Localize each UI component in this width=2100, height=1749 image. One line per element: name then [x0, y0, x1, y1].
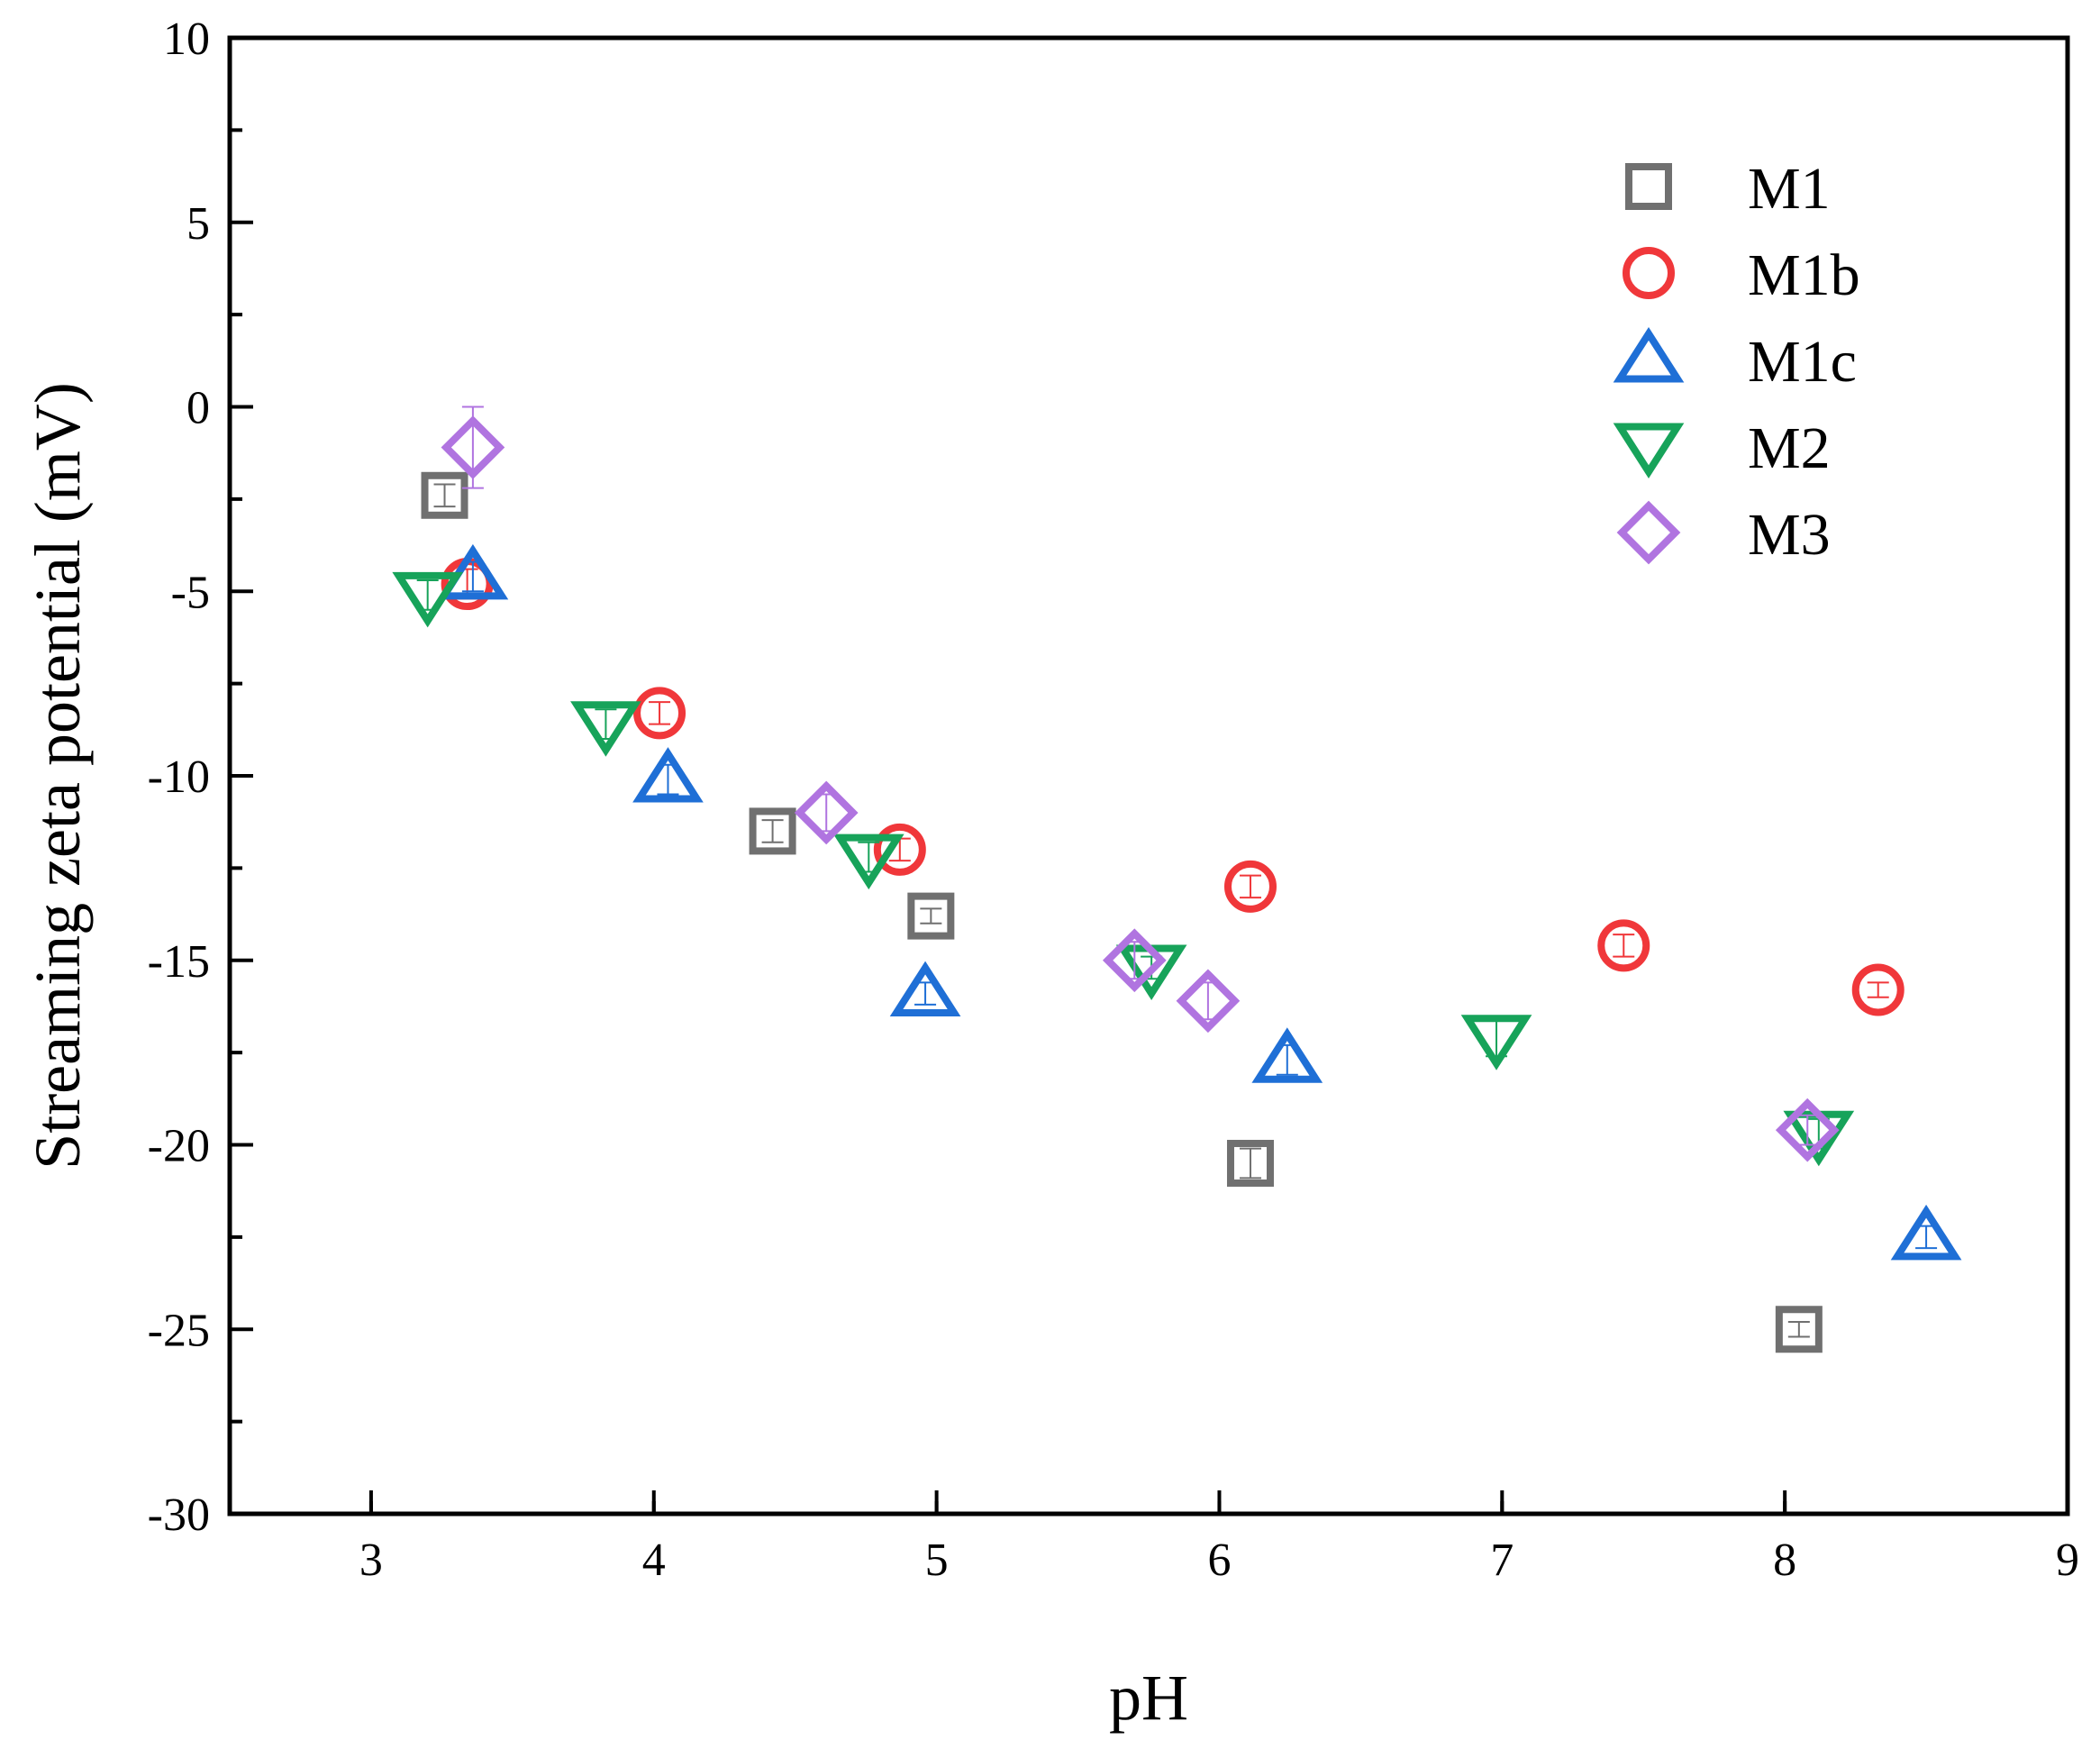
- x-tick-label: 8: [1773, 1535, 1796, 1586]
- point-m3: [794, 780, 859, 845]
- point-m3: [1176, 969, 1241, 1034]
- legend-marker-m2: [1613, 423, 1685, 479]
- axis-ticks: 3 4 5 6 7 8 9 10 5 0 -5 -10 -15 -20 -25 -30: [148, 14, 2079, 1586]
- point-m1: [421, 471, 468, 519]
- plot-frame: [227, 35, 2070, 1517]
- point-m1c: [1251, 1027, 1323, 1083]
- point-m1b: [1851, 963, 1905, 1016]
- x-tick-label: 9: [2056, 1535, 2079, 1586]
- x-tick-label: 7: [1490, 1535, 1514, 1586]
- data-points: [392, 405, 1962, 1353]
- y-tick-label: 0: [186, 383, 210, 434]
- y-tick-label: -20: [148, 1121, 210, 1172]
- point-m1c: [889, 961, 961, 1017]
- legend-label-m1c: M1c: [1748, 329, 1857, 395]
- y-tick-label: 5: [186, 198, 210, 250]
- point-m3: [441, 415, 505, 479]
- y-tick-label: -25: [148, 1305, 210, 1356]
- point-m1b: [1223, 860, 1277, 913]
- x-tick-label: 5: [925, 1535, 949, 1586]
- y-tick-label: -5: [171, 567, 210, 618]
- point-m1: [1226, 1139, 1274, 1187]
- legend-label-m2: M2: [1748, 415, 1831, 481]
- legend-label-m1b: M1b: [1748, 242, 1860, 308]
- point-m1: [749, 807, 796, 855]
- point-m1c: [632, 747, 704, 803]
- point-m2: [1460, 1015, 1532, 1070]
- legend-marker-m1: [1625, 163, 1672, 210]
- series-m3: [441, 405, 1840, 1162]
- x-tick-label: 6: [1207, 1535, 1231, 1586]
- legend: M1 M1b M1c M2 M3: [1613, 156, 1860, 568]
- point-m1: [907, 892, 955, 940]
- legend-marker-m3: [1616, 500, 1681, 565]
- x-tick-label: 4: [642, 1535, 666, 1586]
- legend-label-m1: M1: [1748, 156, 1831, 222]
- series-m1: [421, 471, 1823, 1353]
- y-axis-label: Streaming zeta potential (mV): [22, 382, 94, 1170]
- point-m1b: [873, 823, 926, 876]
- legend-label-m3: M3: [1748, 502, 1831, 568]
- point-m1b: [1597, 919, 1650, 972]
- point-m3: [1102, 928, 1167, 993]
- y-tick-label: -30: [148, 1489, 210, 1541]
- point-m2: [832, 834, 905, 890]
- x-axis-label: pH: [1109, 1662, 1188, 1734]
- legend-marker-m1b: [1623, 247, 1675, 299]
- y-tick-label: -15: [148, 936, 210, 988]
- y-tick-label: -10: [148, 752, 210, 803]
- point-m1: [1775, 1306, 1823, 1353]
- point-m3: [1775, 1098, 1840, 1162]
- legend-marker-m1c: [1613, 326, 1685, 383]
- y-tick-label: 10: [163, 14, 210, 65]
- point-m2: [392, 571, 464, 628]
- point-m1b: [633, 687, 686, 740]
- x-tick-label: 3: [359, 1535, 383, 1586]
- point-m1c: [1890, 1204, 1962, 1261]
- point-m2: [570, 701, 641, 757]
